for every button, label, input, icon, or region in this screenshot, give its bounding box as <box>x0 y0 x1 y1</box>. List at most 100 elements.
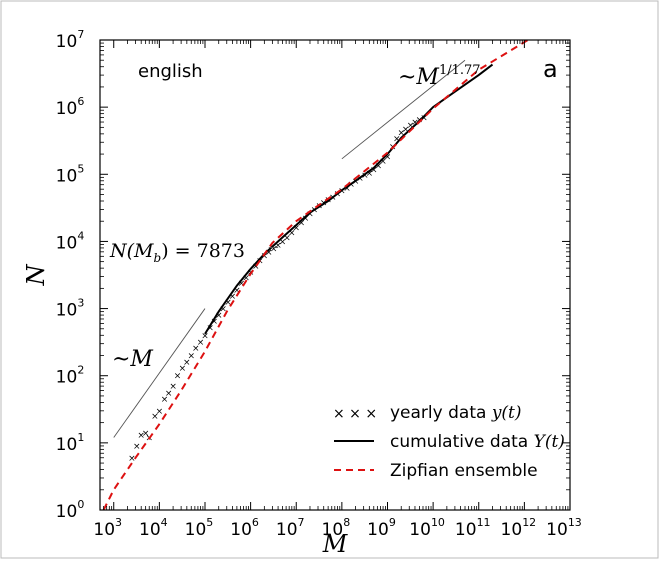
yearly-data-point: × <box>137 431 145 441</box>
yearly-data-point: × <box>242 274 250 284</box>
y-tick-label: 107 <box>56 28 85 52</box>
y-tick-base: 10 <box>56 99 78 119</box>
y-tick-label: 102 <box>56 364 85 388</box>
x-tick-exp: 5 <box>206 516 213 529</box>
y-tick-exp: 4 <box>77 229 84 242</box>
yearly-data-point: × <box>292 224 300 234</box>
x-tick-base: 10 <box>455 520 477 540</box>
yearly-data-point: × <box>238 279 246 289</box>
y-tick-base: 10 <box>56 233 78 253</box>
y-tick-label: 106 <box>56 95 85 119</box>
yearly-data-point: × <box>219 305 227 315</box>
zipfian-ensemble-line <box>102 40 529 510</box>
x-tick-base: 10 <box>501 520 523 540</box>
yearly-data-point: × <box>411 118 419 128</box>
yearly-data-point: × <box>187 352 195 362</box>
yearly-data-point: × <box>265 248 273 258</box>
y-tick-base: 10 <box>56 368 78 388</box>
yearly-data-point: × <box>375 162 383 172</box>
yearly-data-point: × <box>229 292 237 302</box>
guide-line <box>113 308 206 438</box>
x-tick-label: 1012 <box>501 516 537 540</box>
x-tick-exp: 12 <box>522 516 536 529</box>
guide-lines <box>113 59 466 438</box>
axis-ticks: 103 104 105 106 107 108 109 1010 1011 1012 1013100… <box>56 28 582 540</box>
yearly-data-point: × <box>133 442 141 452</box>
legend-label-cumulative-text: cumulative data <box>390 432 534 452</box>
x-tick-base: 10 <box>322 520 344 540</box>
legend-label-yearly-math: y(t) <box>491 403 522 423</box>
y-tick-label: 104 <box>56 229 85 253</box>
yearly-data-point: × <box>192 344 200 354</box>
x-tick-label: 107 <box>276 516 305 540</box>
legend-label-yearly: yearly data y(t) <box>390 403 522 423</box>
panel-label: a <box>543 55 558 83</box>
yearly-data-point: × <box>174 372 182 382</box>
x-tick-exp: 10 <box>431 516 445 529</box>
x-tick-label: 104 <box>139 516 168 540</box>
yearly-data-point: × <box>211 317 219 327</box>
yearly-data-point: × <box>306 210 314 220</box>
x-tick-label: 108 <box>322 516 351 540</box>
yearly-data-point: × <box>384 152 392 162</box>
x-tick-exp: 7 <box>298 516 305 529</box>
yearly-data-point: × <box>197 338 205 348</box>
yearly-data-point: × <box>128 454 136 464</box>
y-tick-exp: 6 <box>77 95 84 108</box>
y-tick-label: 103 <box>56 297 85 321</box>
legend-label-yearly-text: yearly data <box>390 403 492 423</box>
cumulative-data-line <box>204 63 494 335</box>
yearly-data-point: × <box>261 251 269 261</box>
x-tick-exp: 8 <box>343 516 350 529</box>
y-tick-exp: 1 <box>77 431 84 444</box>
yearly-data-point: × <box>393 135 401 145</box>
nmb-label-value: ) = 7873 <box>161 240 245 262</box>
nmb-label: N(Mb) = 7873 <box>109 240 245 265</box>
yearly-data-point: × <box>151 412 159 422</box>
x-tick-base: 10 <box>546 520 568 540</box>
yearly-data-point: × <box>179 364 187 374</box>
yearly-data-point: × <box>270 244 278 254</box>
legend-label-zipfian: Zipfian ensemble <box>390 461 538 481</box>
data-layer: ××××××××××××××××××××××××××××××××××××××××… <box>102 40 529 510</box>
yearly-data-point: × <box>156 407 164 417</box>
language-label: english <box>138 61 203 82</box>
yearly-data-point: × <box>370 165 378 175</box>
y-tick-exp: 2 <box>77 364 84 377</box>
y-tick-exp: 5 <box>77 162 84 175</box>
yearly-data-point: × <box>252 262 260 272</box>
yearly-data-point: × <box>343 184 351 194</box>
x-tick-label: 103 <box>93 516 122 540</box>
x-tick-base: 10 <box>276 520 298 540</box>
yearly-data-point: × <box>169 382 177 392</box>
yearly-data-point: × <box>142 429 150 439</box>
x-tick-base: 10 <box>367 520 389 540</box>
x-tick-base: 10 <box>93 520 115 540</box>
x-tick-base: 10 <box>409 520 431 540</box>
x-tick-base: 10 <box>230 520 252 540</box>
legend-label-cumulative-math: Y(t) <box>534 432 565 452</box>
x-tick-exp: 13 <box>568 516 582 529</box>
y-tick-base: 10 <box>56 301 78 321</box>
yearly-data-point: × <box>298 219 306 229</box>
yearly-data-point: × <box>420 114 428 124</box>
yearly-data-point: × <box>288 229 296 239</box>
legend-label-zipfian-text: Zipfian ensemble <box>390 461 538 481</box>
yearly-data-point: × <box>407 121 415 131</box>
guide-line <box>341 59 466 160</box>
slope-top-base: ~M <box>398 65 439 90</box>
yearly-data-point: × <box>366 169 374 179</box>
x-tick-label: 1011 <box>455 516 491 540</box>
x-tick-label: 106 <box>230 516 259 540</box>
legend: × × × yearly data y(t) cumulative data Y… <box>333 403 565 481</box>
x-tick-exp: 4 <box>161 516 168 529</box>
x-tick-base: 10 <box>185 520 207 540</box>
yearly-data-point: × <box>183 358 191 368</box>
x-tick-label: 1013 <box>546 516 582 540</box>
yearly-data-point: × <box>206 324 214 334</box>
y-axis-label: N <box>22 264 50 287</box>
yearly-data-point: × <box>402 125 410 135</box>
x-tick-exp: 9 <box>389 516 396 529</box>
yearly-data-point: × <box>356 174 364 184</box>
